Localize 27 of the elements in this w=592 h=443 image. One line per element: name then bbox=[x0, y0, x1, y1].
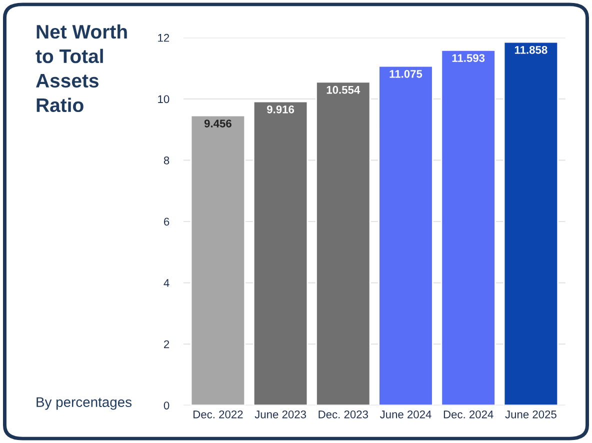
text: Net Worth to Total Assets Ratio bbox=[36, 24, 127, 112]
data-label: 9.456 bbox=[204, 120, 232, 128]
data-label: 11.593 bbox=[452, 54, 485, 62]
y-tick-label: 6 bbox=[164, 218, 170, 226]
bar bbox=[316, 81, 371, 406]
bar bbox=[252, 100, 308, 406]
x-tick-label: Dec. 2022 bbox=[194, 410, 243, 418]
bar bbox=[503, 41, 559, 406]
y-tick-label: 4 bbox=[164, 279, 170, 287]
y-tick-label: 10 bbox=[158, 95, 170, 104]
data-label: 9.916 bbox=[267, 105, 294, 114]
x-tick-label: June 2024 bbox=[380, 410, 432, 418]
x-tick-label: Dec. 2024 bbox=[444, 410, 494, 418]
data-label: 11.075 bbox=[390, 70, 422, 78]
y-tick-label: 8 bbox=[164, 156, 170, 164]
y-tick-label: 2 bbox=[164, 340, 170, 348]
text: By percentages bbox=[36, 397, 132, 410]
x-tick-label: June 2023 bbox=[254, 410, 306, 418]
x-tick-label: June 2025 bbox=[505, 410, 556, 418]
data-label: 11.858 bbox=[514, 46, 548, 54]
data-label: 10.554 bbox=[326, 86, 360, 94]
y-tick-label: 12 bbox=[158, 34, 170, 42]
x-tick-label: Dec. 2023 bbox=[318, 410, 368, 418]
y-tick-label: 0 bbox=[164, 402, 170, 410]
bar bbox=[190, 114, 246, 406]
bar bbox=[378, 65, 434, 406]
bar bbox=[440, 49, 496, 406]
